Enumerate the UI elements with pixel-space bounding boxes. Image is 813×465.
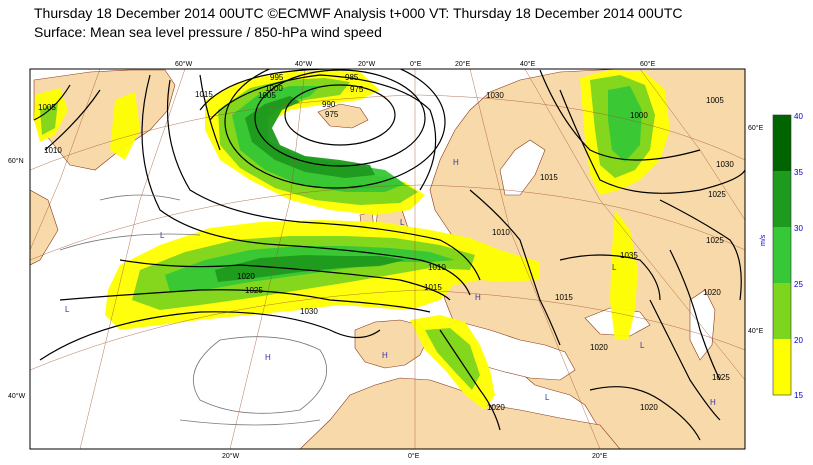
map-title: Thursday 18 December 2014 00UTC ©ECMWF A… (34, 5, 683, 21)
lon-label: 60°W (175, 60, 193, 68)
isobar-label: 1020 (237, 272, 255, 281)
high-centre-marker: H (710, 398, 716, 407)
legend-unit: m/s (760, 234, 767, 246)
lat-label: 60°E (748, 124, 764, 132)
legend-tick: 25 (794, 280, 803, 289)
legend-swatch-30-35 (773, 171, 791, 227)
isobar-label: 1015 (424, 283, 442, 292)
isobar-label: 1000 (265, 84, 283, 93)
isobar-label: 1005 (38, 103, 56, 112)
wind-30-35 (215, 96, 405, 282)
lat-label: 40°E (748, 327, 764, 335)
north-africa-land (299, 377, 621, 449)
low-centre-marker: L (400, 218, 405, 227)
caspian-sea (689, 289, 716, 361)
legend-swatch-35-40 (773, 115, 791, 171)
isobar-label: 1000 (630, 111, 648, 120)
legend-swatch-25-30 (773, 227, 791, 283)
pressure-centres: L L L H H H L H L H L (65, 158, 716, 407)
legend-tick: 35 (794, 168, 803, 177)
isobars (33, 69, 745, 441)
high-centre-marker: H (382, 351, 388, 360)
baltic-sea (499, 139, 546, 196)
low-centre-marker: L (612, 263, 617, 272)
isobar-label: 985 (345, 73, 359, 82)
isobar-label: 1025 (712, 373, 730, 382)
isobar-label: 1015 (540, 173, 558, 182)
isobar-label: 1020 (590, 343, 608, 352)
isobar-label: 1020 (487, 403, 505, 412)
lon-label: 60°E (640, 60, 656, 68)
isobar-label: 990 (322, 100, 336, 109)
isobar-label: 1005 (706, 96, 724, 105)
legend-tick: 15 (794, 391, 803, 400)
lon-label: 40°E (520, 60, 536, 68)
wind-speed-legend: 40 35 30 25 20 15 m/s (760, 112, 803, 400)
isobar-label: 1005 (258, 91, 276, 100)
lat-label: 40°W (8, 392, 26, 400)
isobar-label: 1020 (640, 403, 658, 412)
legend-tick: 30 (794, 224, 803, 233)
iceland-land (317, 103, 369, 129)
isobar-label: 1010 (428, 263, 446, 272)
low-centre-marker: L (65, 305, 70, 314)
lon-label: 40°W (295, 60, 313, 68)
isobar-label: 1035 (620, 251, 638, 260)
coordinate-labels: 60°W 40°W 20°W 0°E 20°E 40°E 60°E 20°W 0… (8, 60, 764, 460)
legend-tick: 20 (794, 336, 803, 345)
isobar-label: 1030 (716, 160, 734, 169)
iberia-land (354, 319, 429, 369)
lon-label: 20°E (592, 452, 608, 460)
lon-label: 20°W (358, 60, 376, 68)
high-centre-marker: H (453, 158, 459, 167)
low-centre-marker: L (545, 393, 550, 402)
canada-land (30, 189, 59, 266)
greenland-land (33, 69, 176, 171)
lon-label: 0°E (408, 452, 420, 460)
legend-swatch-20-25 (773, 283, 791, 339)
lon-label: 0°E (410, 60, 422, 68)
legend-tick: 40 (794, 112, 803, 121)
legend-swatch-15-20 (773, 339, 791, 395)
isobar-label: 1015 (555, 293, 573, 302)
high-centre-marker: H (265, 353, 271, 362)
isobar-label: 1030 (300, 307, 318, 316)
lat-label: 60°N (8, 157, 24, 165)
isobar-label: 1010 (44, 146, 62, 155)
map-subtitle: Surface: Mean sea level pressure / 850-h… (34, 24, 382, 40)
map-border (29, 68, 746, 450)
isobar-labels: 1015 1010 1005 1020 1025 1030 1015 1010 … (38, 73, 734, 412)
isobar-label: 1030 (486, 91, 504, 100)
isobar-label: 1015 (195, 90, 213, 99)
legend-frame (772, 114, 792, 396)
isobar-label: 995 (270, 73, 284, 82)
low-centre-marker: L (640, 341, 645, 350)
isobar-label: 975 (325, 110, 339, 119)
high-centre-marker: H (475, 293, 481, 302)
secondary-isobars (59, 194, 328, 426)
low-centre-marker: L (160, 231, 165, 240)
isobar-label: 975 (350, 85, 364, 94)
isobar-label: 1010 (492, 228, 510, 237)
isobar-label: 1025 (708, 190, 726, 199)
lon-label: 20°E (455, 60, 471, 68)
lon-label: 20°W (222, 452, 240, 460)
isobar-label: 1025 (245, 286, 263, 295)
isobar-label: 1025 (706, 236, 724, 245)
isobar-label: 1020 (703, 288, 721, 297)
